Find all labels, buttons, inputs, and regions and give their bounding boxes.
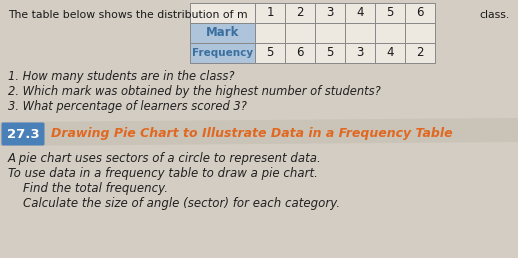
- Bar: [255, 43, 285, 63]
- Text: 5: 5: [326, 46, 334, 60]
- Bar: [315, 23, 345, 43]
- Text: 1: 1: [266, 6, 274, 20]
- Text: 4: 4: [356, 6, 364, 20]
- Text: The table below shows the distribution of m: The table below shows the distribution o…: [8, 10, 248, 20]
- Bar: [255, 23, 285, 43]
- Bar: [345, 23, 375, 43]
- Text: 4: 4: [386, 46, 394, 60]
- Text: 1. How many students are in the class?: 1. How many students are in the class?: [8, 70, 235, 83]
- Bar: [285, 23, 315, 43]
- Bar: [345, 3, 375, 23]
- Bar: [405, 23, 435, 43]
- Text: 2: 2: [416, 46, 424, 60]
- Bar: [345, 43, 375, 63]
- Text: A pie chart uses sectors of a circle to represent data.: A pie chart uses sectors of a circle to …: [8, 152, 322, 165]
- Bar: [285, 43, 315, 63]
- Text: 2. Which mark was obtained by the highest number of students?: 2. Which mark was obtained by the highes…: [8, 85, 381, 98]
- Bar: [405, 3, 435, 23]
- Bar: [190, 3, 255, 23]
- Bar: [375, 23, 405, 43]
- Text: 27.3: 27.3: [7, 127, 39, 141]
- Text: class.: class.: [480, 10, 510, 20]
- Bar: [405, 43, 435, 63]
- Text: Calculate the size of angle (sector) for each category.: Calculate the size of angle (sector) for…: [8, 197, 340, 210]
- PathPatch shape: [0, 118, 518, 146]
- Text: 6: 6: [296, 46, 304, 60]
- Text: Find the total frequency.: Find the total frequency.: [8, 182, 168, 195]
- Bar: [375, 3, 405, 23]
- Text: 3: 3: [356, 46, 364, 60]
- Bar: [315, 43, 345, 63]
- Text: 5: 5: [386, 6, 394, 20]
- Text: Mark: Mark: [206, 27, 239, 39]
- Bar: [255, 3, 285, 23]
- Bar: [190, 43, 255, 63]
- Bar: [375, 43, 405, 63]
- Text: 3: 3: [326, 6, 334, 20]
- Text: 2: 2: [296, 6, 304, 20]
- Text: 5: 5: [266, 46, 274, 60]
- Text: Drawing Pie Chart to Illustrate Data in a Frequency Table: Drawing Pie Chart to Illustrate Data in …: [51, 127, 453, 141]
- FancyBboxPatch shape: [2, 123, 45, 146]
- Bar: [285, 3, 315, 23]
- Text: 3. What percentage of learners scored 3?: 3. What percentage of learners scored 3?: [8, 100, 247, 113]
- Text: Frequency: Frequency: [192, 48, 253, 58]
- Bar: [315, 3, 345, 23]
- Text: 6: 6: [416, 6, 424, 20]
- Bar: [190, 23, 255, 43]
- Text: To use data in a frequency table to draw a pie chart.: To use data in a frequency table to draw…: [8, 167, 318, 180]
